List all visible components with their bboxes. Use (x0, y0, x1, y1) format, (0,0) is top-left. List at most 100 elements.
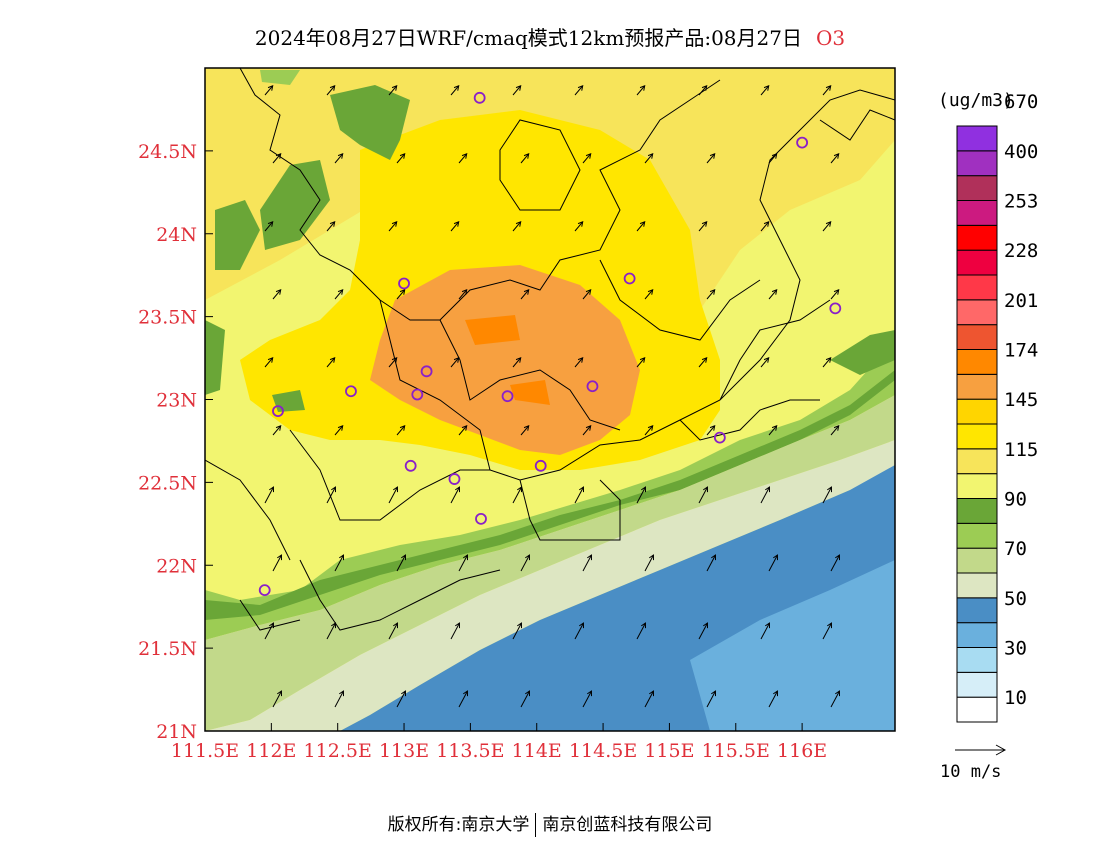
wind-arrow-head (763, 85, 770, 91)
wind-arrow-head (639, 85, 646, 91)
wind-arrow-head (764, 622, 771, 629)
legend-swatch (956, 448, 998, 475)
wind-arrow-head (647, 153, 654, 159)
wind-arrow (698, 85, 708, 96)
wind-arrow (326, 221, 336, 232)
lon-tick-label: 112E (246, 740, 296, 762)
wind-arrow-head (826, 486, 833, 493)
wind-arrow (644, 690, 654, 708)
wind-arrow-head (586, 690, 593, 697)
station-marker (272, 405, 284, 418)
wind-arrow-head (826, 622, 833, 629)
legend-swatch (956, 547, 998, 574)
station-markers (258, 91, 842, 597)
longitude-axis: 111.5E 112E 112.5E 113E 113.5E 114E 114.5E 115E… (171, 723, 827, 762)
lat-tick-label: 21.5N (138, 638, 197, 660)
wind-arrow-head (268, 486, 275, 493)
legend-swatch (956, 398, 998, 425)
wind-arrow-head (833, 153, 840, 159)
wind-arrow-head (648, 554, 655, 561)
wind-arrow (644, 153, 654, 164)
legend-swatch (956, 597, 998, 624)
wind-arrow-head (515, 221, 522, 227)
legend-swatch (956, 249, 998, 276)
legend-label: 115 (1004, 439, 1038, 461)
wind-arrow (388, 622, 398, 640)
lat-tick-label: 21N (156, 721, 197, 743)
wind-arrow (272, 153, 282, 164)
wind-arrow (636, 85, 646, 96)
station-marker (411, 388, 424, 401)
wind-arrow (768, 425, 778, 436)
legend-label: 145 (1004, 389, 1038, 411)
wind-arrow-head (337, 289, 344, 295)
ozone-field (205, 68, 895, 731)
legend-swatch (956, 274, 998, 301)
legend-swatch (956, 200, 998, 226)
wind-arrow (760, 221, 770, 232)
wind-arrow (706, 153, 716, 164)
wind-arrow (830, 289, 840, 300)
legend-label: 30 (1004, 638, 1027, 660)
legend-swatch (956, 622, 998, 649)
station-marker (258, 584, 271, 597)
wind-reference-arrow (955, 744, 1007, 756)
wind-arrow-head (701, 357, 708, 363)
wind-arrow-head (702, 486, 709, 493)
wind-arrow (698, 221, 708, 232)
wind-arrow-head (577, 221, 584, 227)
wind-arrow (458, 554, 468, 572)
latitude-axis: 21N 21.5N 22N 22.5N 23N 23.5N 24N 24.5N (138, 141, 213, 743)
wind-arrow (264, 486, 274, 504)
wind-arrow-head (578, 486, 585, 493)
wind-arrow (520, 554, 530, 572)
lon-tick-label: 113.5E (436, 740, 504, 762)
wind-arrow (636, 622, 646, 640)
wind-arrow-head (392, 486, 399, 493)
wind-arrow-head (578, 622, 585, 629)
wind-arrow (396, 289, 406, 300)
wind-arrow-head (709, 425, 716, 431)
station-marker (473, 91, 486, 104)
wind-arrow-head (577, 85, 584, 91)
wind-arrow-head (639, 221, 646, 227)
wind-arrow (706, 425, 716, 436)
wind-arrow-head (709, 289, 716, 295)
wind-arrow (644, 425, 654, 436)
legend-swatch (956, 522, 998, 549)
station-marker (475, 512, 487, 525)
wind-arrow-head (329, 85, 336, 91)
wind-arrow-head (771, 289, 778, 295)
wind-arrow-head (639, 357, 646, 363)
wind-arrow (768, 289, 778, 300)
legend-label: 400 (1004, 141, 1038, 163)
wind-arrow (636, 486, 646, 504)
station-marker (404, 459, 417, 472)
wind-arrow-head (701, 85, 708, 91)
wind-arrow-head (454, 622, 461, 629)
wind-arrow-head (338, 690, 345, 697)
wind-arrow (272, 690, 282, 708)
legend-label: 174 (1004, 340, 1038, 362)
station-marker (586, 380, 599, 393)
legend-swatch (956, 696, 998, 723)
wind-arrow-head (833, 289, 840, 295)
wind-arrow (644, 289, 654, 300)
lat-tick-label: 22.5N (138, 472, 197, 494)
wind-arrow-head (275, 289, 282, 295)
wind-arrow (582, 153, 592, 164)
wind-arrow-head (453, 357, 460, 363)
wind-arrow (334, 153, 344, 164)
legend-swatch (956, 498, 998, 524)
wind-arrow-head (391, 221, 398, 227)
wind-arrow (450, 357, 460, 368)
wind-arrow-head (523, 425, 530, 431)
wind-arrow-head (523, 289, 530, 295)
wind-arrow (830, 425, 840, 436)
legend-swatch (956, 150, 998, 177)
wind-arrow (582, 289, 592, 300)
wind-arrow (388, 357, 398, 368)
wind-arrow-head (391, 357, 398, 363)
wind-arrow-head (523, 153, 530, 159)
